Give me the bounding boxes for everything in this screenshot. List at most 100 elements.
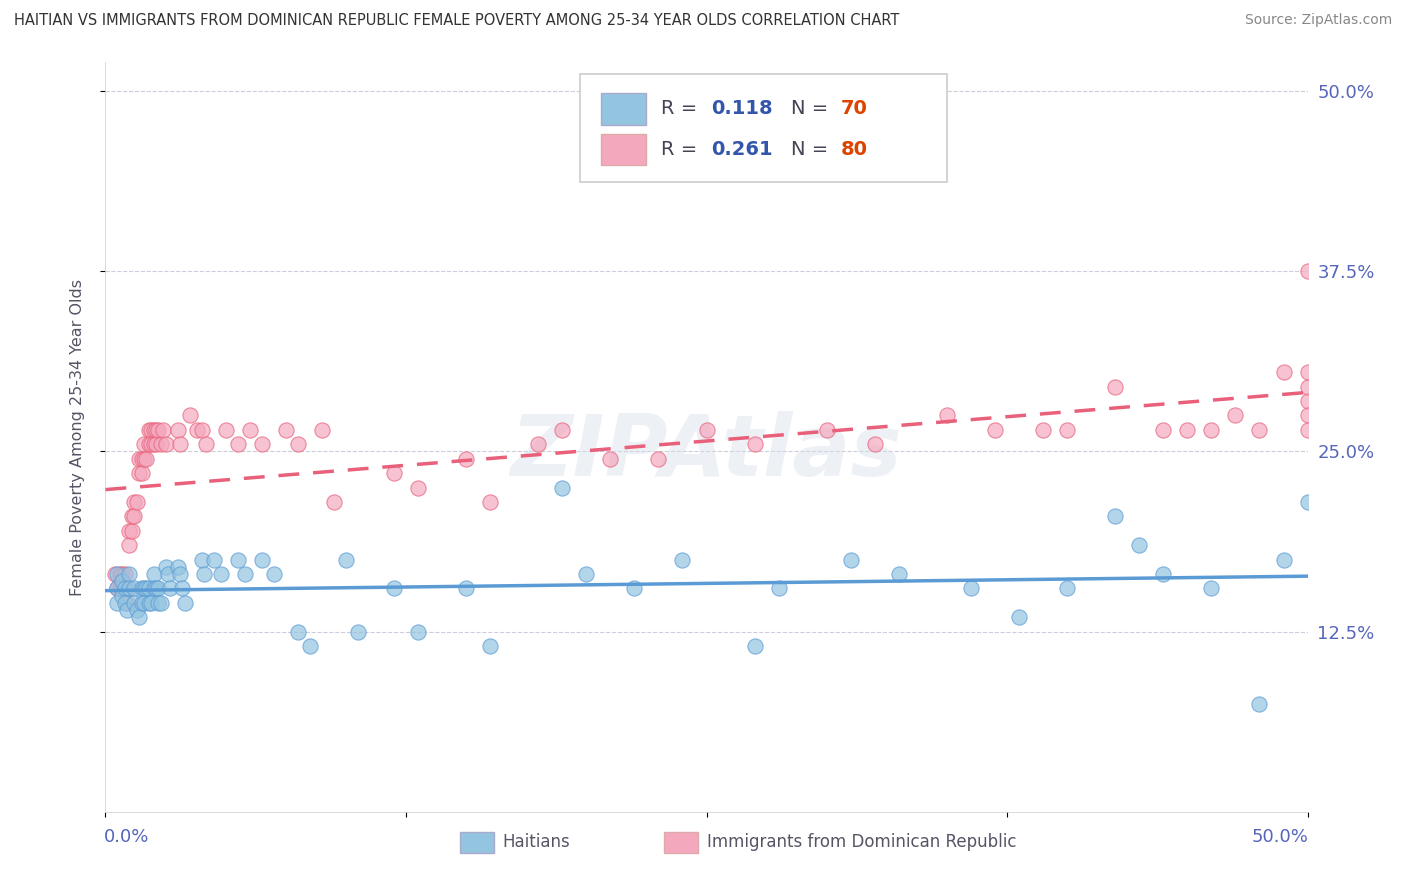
- Point: [131, 596, 153, 610]
- Point: [406, 481, 429, 495]
- Point: [159, 582, 181, 596]
- Point: [124, 582, 146, 596]
- Point: [382, 582, 405, 596]
- Point: [527, 437, 550, 451]
- Point: [190, 552, 212, 566]
- Point: [479, 639, 502, 653]
- Point: [575, 566, 598, 581]
- Point: [166, 559, 188, 574]
- Text: N =: N =: [790, 140, 834, 159]
- Point: [406, 624, 429, 639]
- Point: [155, 437, 177, 451]
- Point: [148, 582, 170, 596]
- Point: [287, 437, 309, 451]
- Point: [124, 509, 146, 524]
- Point: [839, 552, 862, 566]
- Point: [647, 451, 669, 466]
- Point: [131, 582, 153, 596]
- Point: [599, 451, 621, 466]
- Point: [179, 409, 201, 423]
- Point: [1296, 423, 1319, 437]
- Point: [149, 596, 172, 610]
- Point: [155, 559, 177, 574]
- Point: [671, 552, 693, 566]
- Point: [551, 481, 574, 495]
- Point: [169, 437, 191, 451]
- Point: [138, 423, 160, 437]
- Point: [960, 582, 983, 596]
- Point: [1225, 409, 1247, 423]
- Point: [145, 582, 167, 596]
- Text: N =: N =: [790, 99, 834, 119]
- FancyBboxPatch shape: [600, 93, 647, 125]
- Point: [1272, 552, 1295, 566]
- Point: [1296, 379, 1319, 393]
- Point: [111, 582, 134, 596]
- Point: [124, 596, 146, 610]
- Point: [287, 624, 309, 639]
- Point: [250, 437, 273, 451]
- Point: [768, 582, 790, 596]
- Point: [118, 538, 141, 552]
- Point: [1249, 697, 1271, 711]
- Text: 0.0%: 0.0%: [104, 828, 149, 847]
- Point: [142, 566, 165, 581]
- Text: R =: R =: [661, 140, 703, 159]
- Text: 50.0%: 50.0%: [1251, 828, 1309, 847]
- Point: [984, 423, 1007, 437]
- Point: [139, 437, 162, 451]
- Point: [142, 423, 165, 437]
- Point: [1296, 394, 1319, 409]
- FancyBboxPatch shape: [581, 74, 948, 182]
- Point: [149, 437, 172, 451]
- Point: [128, 466, 150, 480]
- Point: [115, 582, 138, 596]
- Point: [148, 423, 170, 437]
- Point: [214, 423, 236, 437]
- Point: [124, 495, 146, 509]
- Text: Source: ZipAtlas.com: Source: ZipAtlas.com: [1244, 13, 1392, 28]
- Point: [128, 610, 150, 624]
- Point: [226, 552, 249, 566]
- Point: [322, 495, 344, 509]
- Point: [107, 582, 129, 596]
- Point: [125, 495, 148, 509]
- Point: [744, 639, 766, 653]
- Point: [107, 566, 129, 581]
- Point: [274, 423, 297, 437]
- Point: [139, 596, 162, 610]
- Point: [142, 437, 165, 451]
- Point: [131, 451, 153, 466]
- Point: [132, 437, 155, 451]
- Point: [131, 466, 153, 480]
- Point: [1152, 566, 1174, 581]
- Text: 80: 80: [841, 140, 868, 159]
- Point: [1032, 423, 1054, 437]
- Point: [1056, 582, 1078, 596]
- Point: [111, 574, 134, 589]
- Point: [128, 451, 150, 466]
- Text: Immigrants from Dominican Republic: Immigrants from Dominican Republic: [707, 833, 1017, 852]
- Point: [193, 566, 215, 581]
- Point: [142, 582, 165, 596]
- Point: [479, 495, 502, 509]
- Point: [1177, 423, 1199, 437]
- Point: [111, 589, 134, 603]
- Point: [118, 524, 141, 538]
- Point: [114, 582, 136, 596]
- Point: [1201, 423, 1223, 437]
- Text: R =: R =: [661, 99, 703, 119]
- Point: [744, 437, 766, 451]
- Point: [202, 552, 225, 566]
- Point: [115, 596, 138, 610]
- Point: [335, 552, 357, 566]
- Point: [166, 423, 188, 437]
- Point: [1104, 379, 1126, 393]
- Point: [152, 423, 174, 437]
- FancyBboxPatch shape: [665, 832, 699, 853]
- Point: [125, 603, 148, 617]
- Point: [138, 437, 160, 451]
- Point: [148, 596, 170, 610]
- Point: [936, 409, 959, 423]
- Point: [132, 451, 155, 466]
